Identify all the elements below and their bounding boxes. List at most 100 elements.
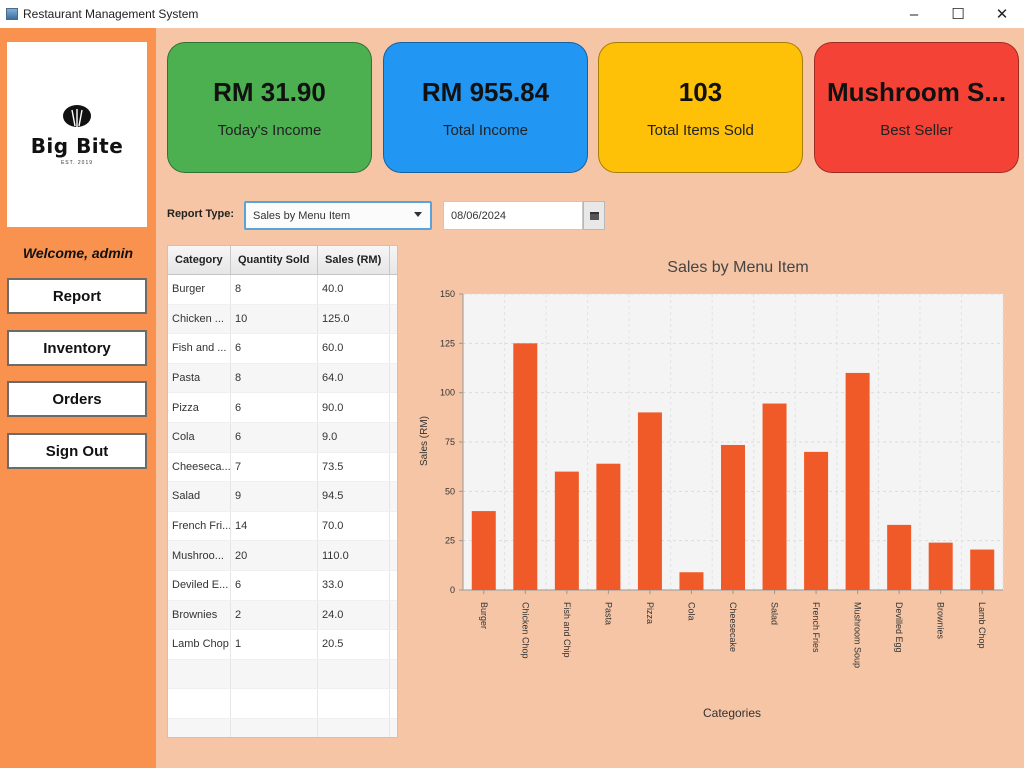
table-row[interactable]: Cheeseca... 7 73.5 [168, 452, 397, 483]
cell-category: Lamb Chop [168, 630, 231, 659]
welcome-text: Welcome, admin [22, 245, 134, 261]
bar-burger [471, 511, 496, 590]
cell-category: Mushroo... [168, 541, 231, 570]
cell-category [168, 718, 231, 737]
cell-sales [318, 718, 390, 737]
table-row-empty[interactable] [168, 718, 397, 737]
calendar-icon [589, 211, 599, 220]
cell-sales: 33.0 [318, 570, 390, 600]
column-header-category[interactable]: Category [168, 246, 231, 274]
cell-quantity-sold [231, 659, 318, 689]
window-controls: – ☐ ✕ [892, 0, 1024, 28]
best-seller-label: Best Seller [880, 121, 953, 139]
table-row[interactable]: Deviled E... 6 33.0 [168, 570, 397, 601]
cell-quantity-sold: 2 [231, 600, 318, 630]
minimize-button[interactable]: – [909, 5, 919, 23]
table-row[interactable]: Pasta 8 64.0 [168, 363, 397, 394]
x-tick-label: Cola [686, 602, 696, 621]
cell-quantity-sold: 8 [231, 275, 318, 304]
bar-pizza [637, 412, 662, 590]
cell-category: Brownies [168, 600, 231, 630]
table-row[interactable]: Burger 8 40.0 [168, 275, 397, 305]
cell-sales: 24.0 [318, 600, 390, 630]
cell-sales: 64.0 [318, 363, 390, 393]
table-row[interactable]: Cola 6 9.0 [168, 422, 397, 453]
table-row[interactable]: Salad 9 94.5 [168, 482, 397, 512]
logo: Big Bite EST. 2019 [7, 42, 147, 227]
y-tick-label: 150 [440, 289, 455, 299]
todays-income-value: RM 31.90 [213, 76, 326, 107]
table-row[interactable]: Chicken ... 10 125.0 [168, 304, 397, 335]
table-row[interactable]: Fish and ... 6 60.0 [168, 334, 397, 364]
x-tick-label: Burger [479, 602, 489, 629]
cell-category: Cola [168, 422, 231, 452]
todays-income-label: Today's Income [217, 121, 322, 139]
cell-quantity-sold: 6 [231, 334, 318, 363]
table-row[interactable]: French Fri... 14 70.0 [168, 511, 397, 542]
table-row[interactable]: Lamb Chop 1 20.5 [168, 630, 397, 660]
table-row-empty[interactable] [168, 689, 397, 719]
x-tick-label: Pizza [645, 602, 655, 624]
y-tick-label: 125 [440, 338, 455, 348]
y-tick-label: 100 [440, 388, 455, 398]
cell-category: Salad [168, 482, 231, 511]
x-tick-label: Salad [770, 602, 780, 625]
cell-sales: 125.0 [318, 304, 390, 334]
burger-logo-icon [63, 104, 91, 127]
y-axis-title: Sales (RM) [419, 416, 430, 466]
cell-category: Cheeseca... [168, 452, 231, 482]
bar-mushroom-soup [845, 372, 870, 590]
cell-category: French Fri... [168, 511, 231, 541]
cell-category: Pasta [168, 363, 231, 393]
cell-quantity-sold: 8 [231, 363, 318, 393]
total-income-value: RM 955.84 [421, 76, 550, 107]
best-seller-card: Mushroom S... Best Seller [814, 42, 1019, 173]
cell-category: Fish and ... [168, 334, 231, 363]
cell-quantity-sold: 1 [231, 630, 318, 659]
maximize-button[interactable]: ☐ [951, 6, 965, 23]
table-row[interactable]: Mushroo... 20 110.0 [168, 541, 397, 571]
logo-text: Big Bite [30, 133, 124, 158]
close-button[interactable]: ✕ [995, 6, 1009, 23]
orders-button[interactable]: Orders [7, 381, 147, 417]
table-row[interactable]: Pizza 6 90.0 [168, 393, 397, 423]
cell-sales: 40.0 [318, 275, 390, 304]
report-type-select[interactable]: Sales by Menu Item [244, 201, 432, 230]
sales-table: Category Quantity Sold Sales (RM) Burger… [167, 245, 398, 738]
x-tick-label: Devilled Egg [894, 602, 904, 653]
date-input[interactable]: 08/06/2024 [443, 201, 583, 230]
total-items-sold-label: Total Items Sold [647, 121, 754, 139]
table-row[interactable]: Brownies 2 24.0 [168, 600, 397, 631]
cell-category: Chicken ... [168, 304, 231, 334]
bar-chicken-chop [513, 343, 538, 590]
report-button[interactable]: Report [7, 278, 147, 314]
cell-quantity-sold: 7 [231, 452, 318, 482]
cell-sales [318, 689, 390, 718]
sales-bar-chart: 0 25 50 75 100 125 150 Burger Chicken Chop Fish a… [419, 259, 1004, 720]
cell-sales: 73.5 [318, 452, 390, 482]
cell-quantity-sold: 9 [231, 482, 318, 511]
cell-sales: 94.5 [318, 482, 390, 511]
bar-pasta [596, 463, 621, 590]
bar-brownies [928, 542, 953, 590]
cell-sales: 9.0 [318, 422, 390, 452]
x-tick-label: Fish and Chip [562, 602, 572, 658]
sign-out-button[interactable]: Sign Out [7, 433, 147, 469]
cell-quantity-sold: 6 [231, 422, 318, 452]
date-picker-button[interactable] [583, 201, 605, 230]
window-title: Restaurant Management System [23, 7, 199, 21]
table-header: Category Quantity Sold Sales (RM) [168, 246, 397, 275]
chevron-down-icon [414, 212, 422, 217]
bar-french-fries [804, 451, 829, 590]
x-tick-label: Mushroom Soup [853, 602, 863, 668]
cell-category: Deviled E... [168, 570, 231, 600]
table-row-empty[interactable] [168, 659, 397, 690]
total-items-sold-card: 103 Total Items Sold [598, 42, 803, 173]
cell-quantity-sold: 20 [231, 541, 318, 570]
y-tick-label: 75 [445, 437, 455, 447]
column-header-quantity-sold[interactable]: Quantity Sold [231, 246, 318, 274]
column-header-sales[interactable]: Sales (RM) [318, 246, 390, 274]
cell-quantity-sold [231, 689, 318, 718]
inventory-button[interactable]: Inventory [7, 330, 147, 366]
total-items-sold-value: 103 [678, 76, 723, 107]
